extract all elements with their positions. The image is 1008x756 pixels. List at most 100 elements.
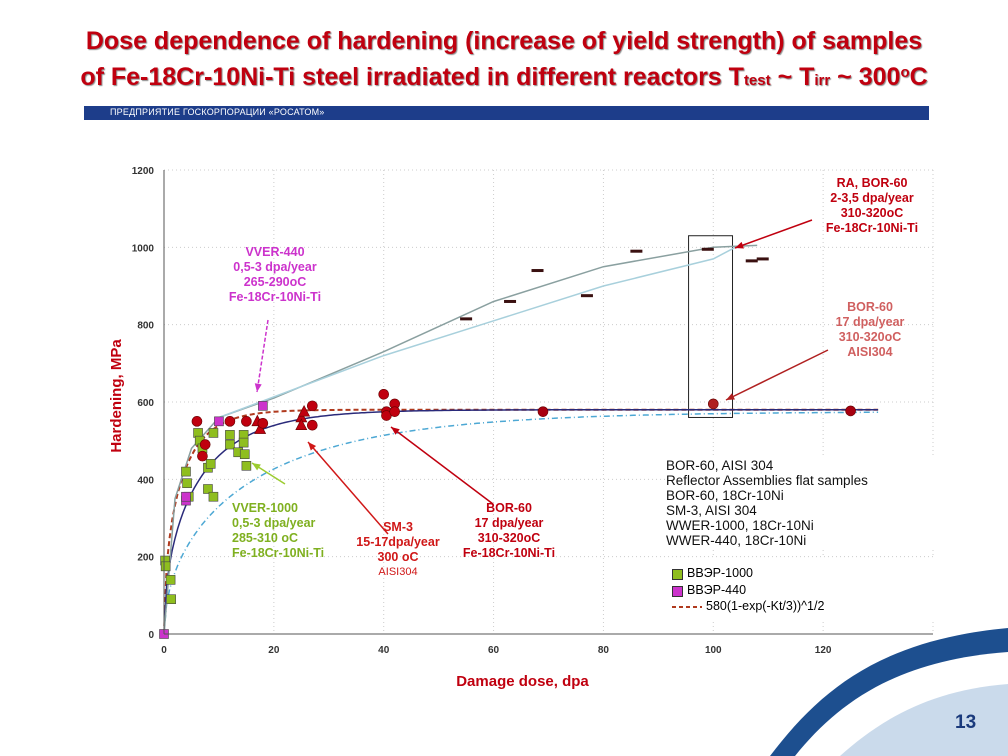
bor60n-line-4: Fe-18Cr-10Ni-Ti bbox=[462, 546, 556, 560]
point-wwer-1000-18cr-10ni bbox=[205, 459, 216, 469]
point-wwer-1000-18cr-10ni bbox=[165, 575, 176, 585]
arrow-reflector bbox=[725, 349, 829, 401]
point-bor-60-aisi-304 bbox=[537, 406, 549, 417]
title-line-1: Dose dependence of hardening (increase o… bbox=[85, 27, 923, 55]
legend-text-block: BOR-60, AISI 304 Reflector Assemblies fl… bbox=[666, 458, 934, 548]
legend-dash-line bbox=[672, 606, 702, 608]
x-tick-label: 80 bbox=[598, 645, 610, 656]
arrow-reflector-head bbox=[726, 393, 735, 400]
point-wwer-1000-18cr-10ni bbox=[160, 561, 171, 572]
x-tick-label: 0 bbox=[161, 645, 167, 656]
point-sm-3-aisi-304 bbox=[257, 417, 269, 429]
sm3-line-2: 15-17dpa/year bbox=[356, 535, 440, 549]
point-ra-bor-60-fe-18cr-10ni-ti- bbox=[531, 269, 544, 273]
legend-panel bbox=[666, 558, 934, 620]
annotation-sm3: SM-3 15-17dpa/year 300 oC AISI304 bbox=[346, 520, 450, 580]
point-wwer-1000-18cr-10ni bbox=[181, 466, 191, 477]
y-tick-label: 1000 bbox=[132, 243, 155, 254]
x-tick-label: 100 bbox=[705, 645, 722, 656]
title-sub-irr: irr bbox=[814, 72, 831, 89]
x-tick-label: 120 bbox=[815, 645, 832, 656]
bor60a-line-2: 17 dpa/year bbox=[835, 315, 905, 329]
page-number: 13 bbox=[955, 712, 977, 733]
bor60a-line-1: BOR-60 bbox=[847, 300, 893, 314]
vver440-line-2: 0,5-3 dpa/year bbox=[233, 260, 317, 274]
arrow-ra bbox=[734, 219, 813, 249]
point-sm-3-aisi-304 bbox=[241, 416, 252, 427]
title-line-2: of Fe-18Cr-10Ni-Ti steel irradiated in d… bbox=[0, 57, 1008, 96]
chart-axes: 020040060080010001200020406080100120140D… bbox=[108, 166, 942, 690]
point-ra-bor-60-fe-18cr-10ni-ti- bbox=[504, 299, 517, 303]
x-tick-label: 60 bbox=[488, 645, 500, 656]
point-wwer-440-18cr-10ni bbox=[258, 401, 268, 411]
legend-line-bor60-aisi: BOR-60, AISI 304 bbox=[666, 458, 774, 473]
annotation-bor60-ni: BOR-60 17 dpa/year 310-320oC Fe-18Cr-10N… bbox=[450, 501, 568, 561]
point-reflector-assemblies-flat-samples bbox=[707, 398, 719, 410]
legend-line-wwer440: WWER-440, 18Cr-10Ni bbox=[666, 533, 807, 548]
corner-swoosh-inner bbox=[795, 652, 1008, 756]
legend-label-vver1000: ВВЭР-1000 bbox=[687, 566, 753, 580]
point-wwer-1000-18cr-10ni bbox=[225, 430, 235, 440]
arrow-vver1000-head bbox=[252, 463, 261, 471]
arrow-sm3 bbox=[307, 441, 389, 535]
highlight-rect bbox=[688, 235, 734, 418]
legend-line-reflector: Reflector Assemblies flat samples bbox=[666, 473, 868, 488]
legend-line-sm3: SM-3, AISI 304 bbox=[666, 503, 757, 518]
point-sm-3-aisi-304 bbox=[389, 406, 401, 417]
annotation-ra-bor60: RA, BOR-60 2-3,5 dpa/year 310-320oC Fe-1… bbox=[812, 176, 932, 236]
point-wwer-1000-18cr-10ni bbox=[182, 478, 192, 489]
arrow-bor60-ni-head bbox=[391, 427, 400, 435]
point-wwer-1000-18cr-10ni bbox=[203, 484, 213, 494]
legend-line-bor60-ni: BOR-60, 18Cr-10Ni bbox=[666, 488, 784, 503]
point-sm-3-aisi-304 bbox=[191, 416, 203, 427]
point-sm-3-aisi-304 bbox=[197, 450, 208, 462]
annotation-bor60-aisi304: BOR-60 17 dpa/year 310-320oC AISI304 bbox=[820, 300, 920, 360]
bor60n-line-2: 17 dpa/year bbox=[474, 516, 544, 530]
sm3-line-1: SM-3 bbox=[383, 520, 413, 534]
legend-line-wwer1000: WWER-1000, 18Cr-10Ni bbox=[666, 518, 814, 533]
title-line-2-mid: ~ T bbox=[770, 63, 815, 91]
legend-label-fit: 580(1-exp(-Kt/3))^1/2 bbox=[706, 599, 825, 613]
vver440-line-1: VVER-440 bbox=[245, 245, 305, 259]
point-wwer-1000-18cr-10ni bbox=[238, 437, 249, 448]
point-bor-60-18cr-10ni bbox=[295, 418, 308, 430]
y-tick-label: 600 bbox=[137, 398, 154, 409]
curve-580-1-exp-kt-3-1-2 bbox=[163, 408, 879, 635]
title-line-2-end: ~ 300 bbox=[830, 63, 901, 91]
point-wwer-1000-18cr-10ni bbox=[208, 491, 219, 502]
legend-swatch-green bbox=[672, 569, 683, 580]
point-wwer-1000-18cr-10ni bbox=[166, 594, 176, 605]
legend-swatch-magenta bbox=[672, 586, 683, 597]
curve-fit-ra-light bbox=[218, 246, 736, 419]
y-tick-label: 1200 bbox=[132, 166, 155, 177]
vver1000-line-2: 0,5-3 dpa/year bbox=[232, 516, 316, 530]
point-wwer-440-18cr-10ni bbox=[214, 416, 224, 427]
data-marks bbox=[159, 247, 856, 639]
annotation-arrows bbox=[251, 219, 934, 620]
bor60a-line-4: AISI304 bbox=[847, 345, 893, 359]
banner-text: ПРЕДПРИЯТИЕ ГОСКОРПОРАЦИИ «РОСАТОМ» bbox=[110, 107, 325, 117]
slide-title: Dose dependence of hardening (increase o… bbox=[0, 26, 1008, 96]
vver1000-line-4: Fe-18Cr-10Ni-Ti bbox=[232, 546, 325, 560]
arrow-bor60-ni bbox=[390, 426, 494, 505]
vver1000-line-3: 285-310 oC bbox=[232, 531, 299, 545]
point-ra-bor-60-fe-18cr-10ni-ti- bbox=[460, 317, 473, 321]
point-wwer-1000-18cr-10ni bbox=[225, 439, 235, 450]
title-sup-degree: o bbox=[900, 64, 910, 81]
point-bor-60-aisi-304 bbox=[845, 405, 856, 417]
title-sub-test: test bbox=[743, 72, 771, 89]
point-sm-3-aisi-304 bbox=[378, 388, 390, 400]
bor60n-line-1: BOR-60 bbox=[486, 501, 532, 515]
vver440-line-4: Fe-18Cr-10Ni-Ti bbox=[228, 290, 322, 304]
vver440-line-3: 265-290oC bbox=[243, 275, 307, 289]
title-line-2-main: of Fe-18Cr-10Ni-Ti steel irradiated in d… bbox=[80, 63, 744, 91]
y-tick-label: 800 bbox=[137, 321, 154, 332]
point-sm-3-aisi-304 bbox=[307, 400, 318, 412]
point-ra-bor-60-fe-18cr-10ni-ti- bbox=[701, 247, 714, 251]
legend-box: ВВЭР-1000 ВВЭР-440 580(1-exp(-Kt/3))^1/2 bbox=[672, 564, 894, 616]
point-wwer-1000-18cr-10ni bbox=[241, 460, 252, 471]
vver1000-line-1: VVER-1000 bbox=[232, 501, 299, 515]
arrow-sm3-head bbox=[308, 442, 317, 451]
point-sm-3-aisi-304 bbox=[307, 419, 318, 431]
